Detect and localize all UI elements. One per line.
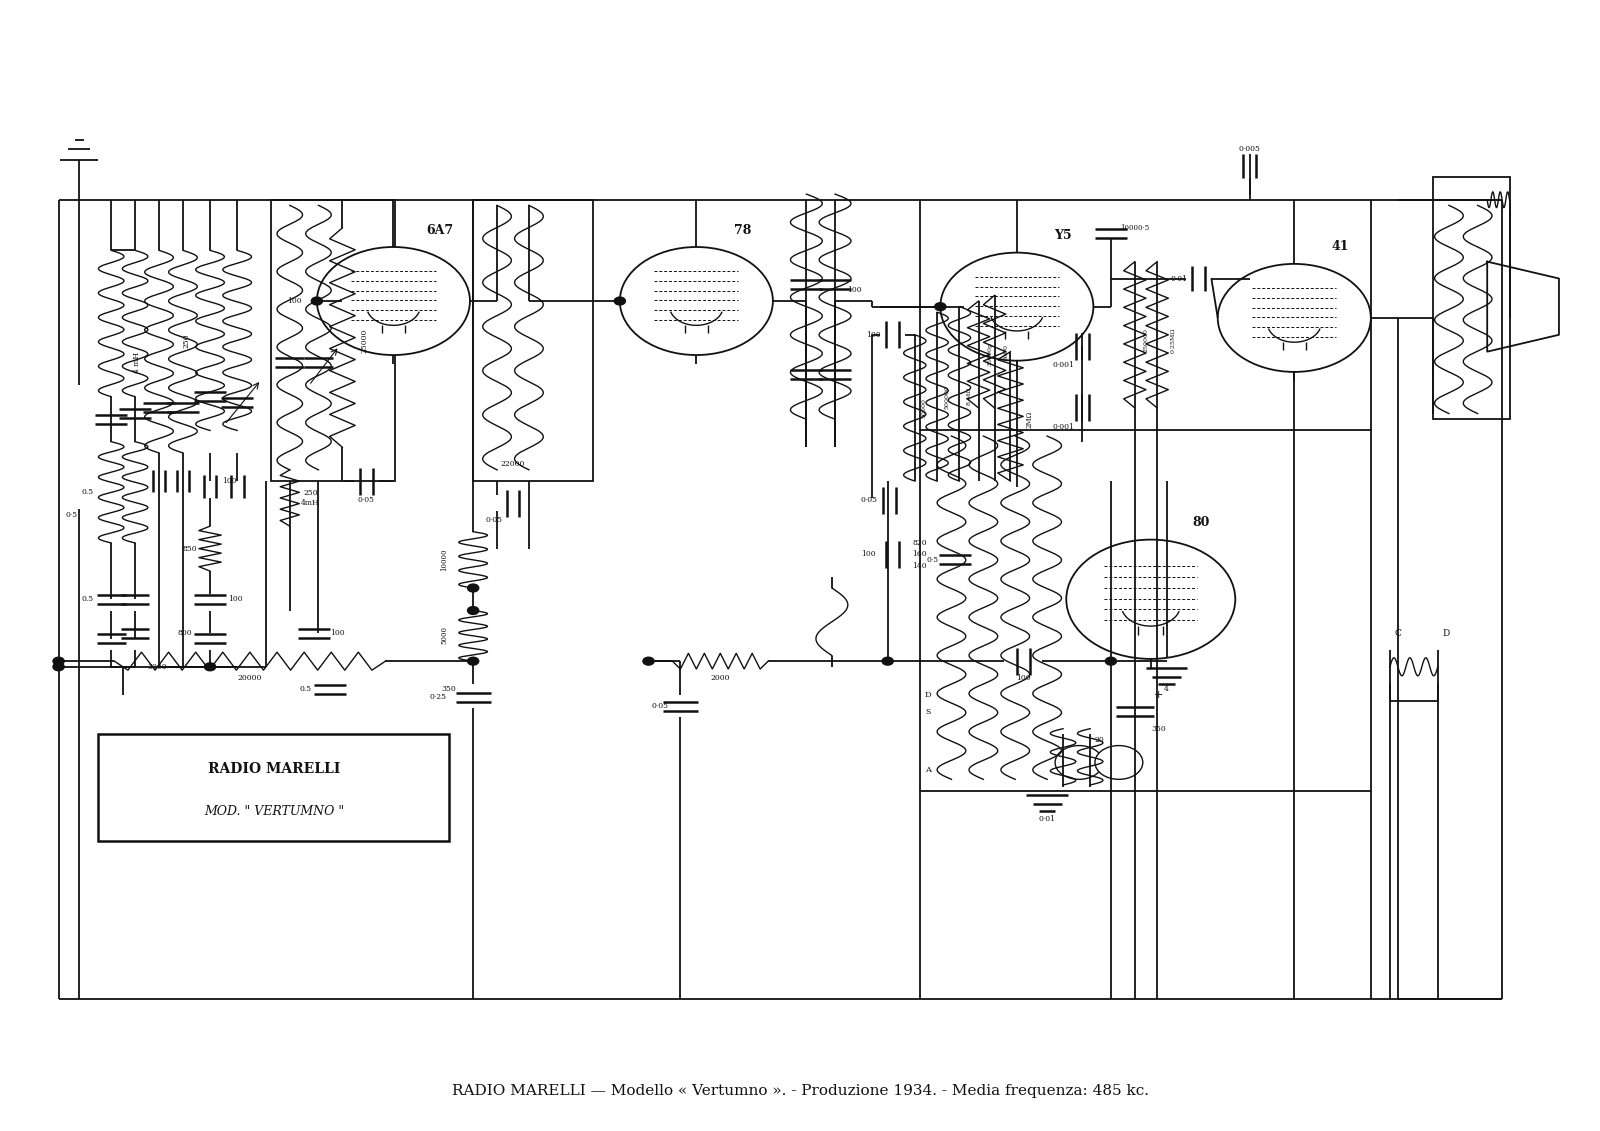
Circle shape xyxy=(53,657,64,665)
Text: 800: 800 xyxy=(178,629,192,637)
Circle shape xyxy=(1106,657,1117,665)
Text: 0·05: 0·05 xyxy=(861,497,877,504)
Bar xyxy=(920,431,1371,791)
Text: 160: 160 xyxy=(912,551,926,559)
Circle shape xyxy=(53,663,64,671)
Text: 20000: 20000 xyxy=(238,674,262,682)
Text: 0·01: 0·01 xyxy=(1171,275,1187,283)
Text: 10000·5: 10000·5 xyxy=(1120,224,1149,232)
Text: 35000p: 35000p xyxy=(987,342,992,366)
Text: 0·01: 0·01 xyxy=(1038,814,1056,822)
Circle shape xyxy=(643,657,654,665)
Text: 8 MΩ: 8 MΩ xyxy=(966,388,971,405)
Circle shape xyxy=(619,247,773,355)
Circle shape xyxy=(312,297,323,305)
Text: 100: 100 xyxy=(861,551,875,559)
Text: 5000: 5000 xyxy=(440,627,448,645)
Text: 0·25: 0·25 xyxy=(429,693,446,701)
Bar xyxy=(270,200,395,481)
Circle shape xyxy=(614,297,626,305)
Bar xyxy=(99,734,450,841)
Text: 22000: 22000 xyxy=(501,460,525,468)
Circle shape xyxy=(934,303,946,311)
Text: 100: 100 xyxy=(330,629,346,637)
Text: 10000: 10000 xyxy=(440,549,448,571)
Text: 350: 350 xyxy=(442,685,456,693)
Text: 100: 100 xyxy=(846,286,861,294)
Text: 5000: 5000 xyxy=(1003,344,1008,360)
Text: 140: 140 xyxy=(912,561,926,570)
Circle shape xyxy=(317,247,470,355)
Text: MOD. " VERTUMNO ": MOD. " VERTUMNO " xyxy=(203,805,344,818)
Text: 0.5: 0.5 xyxy=(82,489,93,497)
Circle shape xyxy=(1054,745,1102,779)
Text: 80: 80 xyxy=(1192,516,1210,529)
Text: 0·25MΩ: 0·25MΩ xyxy=(1171,328,1176,353)
Text: D: D xyxy=(1442,629,1450,638)
Text: 6A7: 6A7 xyxy=(426,224,453,236)
Circle shape xyxy=(467,657,478,665)
Text: 3000: 3000 xyxy=(147,663,168,671)
Text: 0·05: 0·05 xyxy=(358,497,374,504)
Text: Y5: Y5 xyxy=(1054,230,1072,242)
Text: S: S xyxy=(925,708,930,716)
Text: 0.5: 0.5 xyxy=(82,595,93,603)
Circle shape xyxy=(467,584,478,592)
Text: 100: 100 xyxy=(229,595,243,603)
Text: 250: 250 xyxy=(182,334,190,347)
Bar xyxy=(474,200,592,481)
Text: 20: 20 xyxy=(1094,736,1104,744)
Text: 0·001: 0·001 xyxy=(1053,423,1074,431)
Text: 2000: 2000 xyxy=(710,674,730,682)
Text: 0·001: 0·001 xyxy=(1053,361,1074,369)
Text: 250000: 250000 xyxy=(1144,328,1149,353)
Bar xyxy=(1434,178,1509,420)
Circle shape xyxy=(1094,745,1142,779)
Text: 100: 100 xyxy=(288,297,302,305)
Circle shape xyxy=(1218,264,1371,372)
Text: 4 mH: 4 mH xyxy=(133,353,141,373)
Text: 78: 78 xyxy=(733,224,750,236)
Text: 25000: 25000 xyxy=(360,328,368,353)
Circle shape xyxy=(1066,539,1235,659)
Text: A: A xyxy=(925,767,931,775)
Text: RADIO MARELLI — Modello « Vertumno ». - Produzione 1934. - Media frequenza: 485 : RADIO MARELLI — Modello « Vertumno ». - … xyxy=(451,1085,1149,1098)
Text: 820: 820 xyxy=(912,539,926,547)
Text: 50000: 50000 xyxy=(922,398,926,418)
Text: 2MΩ: 2MΩ xyxy=(1026,411,1034,428)
Text: RADIO MARELLI: RADIO MARELLI xyxy=(208,761,341,776)
Text: 100: 100 xyxy=(222,477,237,485)
Text: 41: 41 xyxy=(1331,241,1349,253)
Text: 4: 4 xyxy=(1165,685,1170,693)
Circle shape xyxy=(941,252,1093,361)
Text: 250
4mH: 250 4mH xyxy=(301,490,320,507)
Text: 100: 100 xyxy=(866,330,880,339)
Text: 500000: 500000 xyxy=(944,385,949,408)
Text: 0.5: 0.5 xyxy=(299,685,312,693)
Text: 100: 100 xyxy=(1016,674,1030,682)
Circle shape xyxy=(467,606,478,614)
Text: 0·05: 0·05 xyxy=(485,517,502,525)
Text: 0·5: 0·5 xyxy=(66,511,77,519)
Text: 0·05: 0·05 xyxy=(651,702,669,710)
Circle shape xyxy=(882,657,893,665)
Text: 0·005: 0·005 xyxy=(1238,145,1261,153)
Text: D: D xyxy=(925,691,931,699)
Text: 0·5: 0·5 xyxy=(926,555,939,564)
Circle shape xyxy=(205,663,216,671)
Text: +: + xyxy=(1154,690,1163,700)
Text: 850: 850 xyxy=(182,545,197,553)
Text: C: C xyxy=(1395,629,1402,638)
Text: 350: 350 xyxy=(1152,725,1166,733)
